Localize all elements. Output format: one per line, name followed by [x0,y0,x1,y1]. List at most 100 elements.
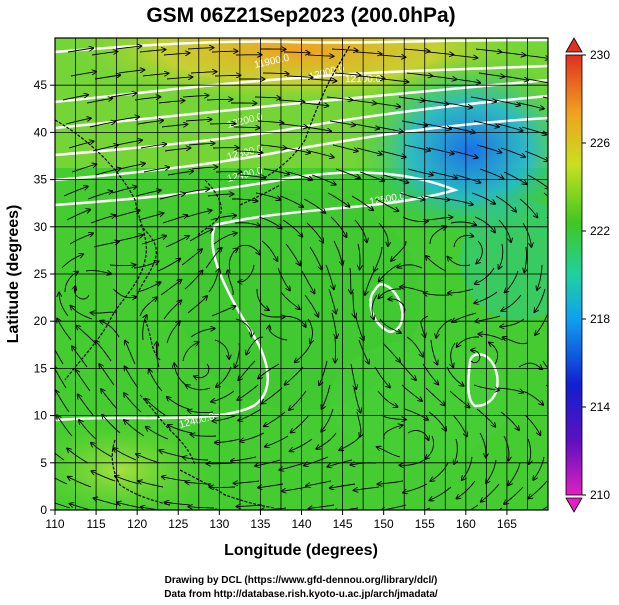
streamline-arrow [398,360,416,380]
streamline-arrow [282,486,308,491]
streamline-arrow [382,342,400,362]
streamline-arrow [429,227,446,245]
streamline-arrow [135,190,161,197]
streamline-arrow [425,387,445,405]
streamline-arrow [285,243,300,265]
x-tick-label: 130 [209,517,229,531]
x-tick-label: 140 [291,517,311,531]
streamline-arrow [497,387,523,393]
streamline-arrow [457,480,476,499]
streamline-arrow [61,254,83,269]
streamline-arrow [469,504,479,510]
streamline-arrow [262,387,283,404]
streamline-arrow [111,187,137,194]
streamline-arrow [542,360,548,370]
streamline-arrow [136,282,161,293]
streamline-arrow [87,191,112,200]
streamline-arrow [205,248,222,269]
streamline-arrow [231,456,257,461]
streamline-arrow [71,306,93,320]
streamline-arrow [265,435,289,447]
streamline-arrow [321,408,334,432]
streamline-arrow [521,390,543,405]
streamline-arrow [374,102,400,107]
streamline-arrow [119,164,145,170]
colorbar: 210 214 218 222 226 230 [565,37,610,513]
colorbar-top-triangle [565,37,583,53]
streamline-arrow [425,123,451,129]
streamline-arrow [479,432,486,458]
streamline-arrow [356,411,361,437]
streamline-arrow [139,50,166,53]
streamline-arrow [124,420,145,437]
streamline-arrow [541,505,548,510]
streamline-arrow [388,299,406,314]
streamline-arrow [261,508,287,510]
streamline-arrow [430,339,438,365]
streamline-arrow [476,144,501,153]
streamline-arrow [261,240,277,261]
streamline-arrow [259,312,285,317]
streamline-arrow [518,102,544,109]
streamline-arrow [262,73,289,74]
colorbar-tick-label: 222 [590,224,610,238]
streamline-arrow [310,79,337,81]
x-tick-label: 125 [168,517,188,531]
streamline-arrow [454,78,480,83]
streamline-arrow [125,341,136,365]
streamline-arrow [304,294,318,317]
streamline-arrow [449,126,475,133]
streamline-arrow [534,288,546,312]
streamline-arrow [76,370,91,392]
streamline-arrow [403,483,428,493]
streamline-arrow [101,389,118,410]
streamline-arrow [211,51,238,52]
streamline-arrow [455,174,480,183]
streamline-arrow [301,270,315,293]
streamline-arrow [427,52,454,55]
streamline-arrow [95,341,112,362]
colorbar-bottom-triangle [565,497,583,513]
streamline-arrow [234,222,260,227]
streamline-arrow [403,49,430,51]
streamline-arrow [326,96,352,100]
streamline-arrow [211,306,236,317]
streamline-arrow [322,384,331,409]
y-tick-label: 5 [40,456,47,470]
streamline-arrow [208,269,219,293]
streamline-arrow [325,264,334,289]
streamline-arrow [406,72,432,76]
streamline-arrow [258,216,282,229]
streamline-arrow [91,471,116,482]
streamline-arrow [55,390,70,413]
streamline-arrow [65,118,91,125]
streamline-arrow [426,256,447,272]
streamline-arrow [451,342,456,367]
y-tick-label: 20 [34,314,48,328]
colorbar-tick-label: 214 [590,400,610,414]
streamline-arrow [377,126,403,132]
streamline-arrow [358,339,369,364]
streamline-arrow [68,477,92,488]
streamline-arrow [210,216,236,221]
streamline-arrow [446,366,464,386]
streamline-arrow [133,261,159,269]
streamline-arrow [165,502,191,506]
streamline-arrow [353,387,361,413]
streamline-arrow [166,77,193,79]
streamline-arrow [159,193,185,200]
streamline-arrow [79,420,97,440]
streamline-arrow [71,164,96,173]
streamline-arrow [209,124,236,125]
streamline-arrow [99,364,115,386]
streamline-arrow [452,150,478,158]
streamline-arrow [86,98,112,104]
streamline-arrow [475,315,501,322]
streamline-arrow [489,342,499,365]
streamline-arrow [114,210,140,218]
streamline-arrow [281,123,307,127]
streamline-arrow [263,168,289,174]
streamline-arrow [149,369,163,392]
streamline-arrow [550,241,553,266]
